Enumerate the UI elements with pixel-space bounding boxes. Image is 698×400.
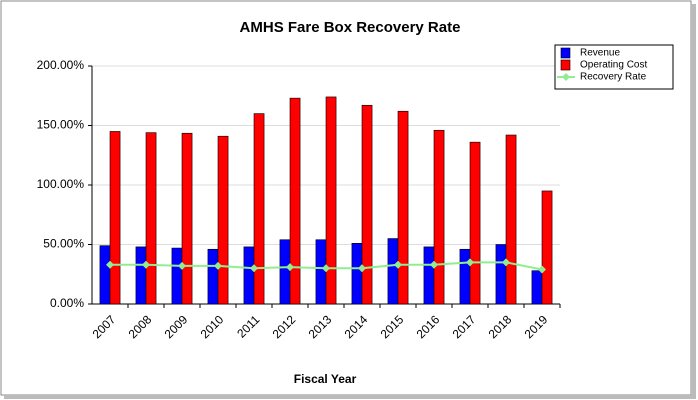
line-marker	[322, 264, 330, 273]
bar	[361, 104, 373, 305]
bar	[207, 248, 219, 305]
bar	[433, 129, 445, 305]
bar	[459, 248, 471, 305]
bar	[171, 247, 183, 305]
bar	[351, 243, 363, 305]
bar	[505, 134, 517, 305]
chart-title: AMHS Fare Box Recovery Rate	[240, 19, 461, 36]
line-marker	[502, 258, 510, 267]
legend-label: Operating Cost	[580, 60, 647, 71]
y-tick-label: 150.00%	[37, 118, 85, 132]
line-marker	[286, 263, 294, 272]
line-marker	[142, 260, 150, 269]
line-marker	[214, 261, 222, 270]
bar	[423, 246, 435, 305]
y-tick-label: 200.00%	[37, 58, 85, 72]
line-marker	[178, 261, 186, 270]
bar	[325, 96, 337, 305]
legend-label: Recovery Rate	[580, 72, 647, 83]
y-tick-label: 100.00%	[37, 177, 85, 191]
bar	[289, 97, 301, 305]
bar	[99, 245, 111, 305]
bar	[531, 270, 543, 305]
legend-box	[554, 44, 674, 90]
line-marker	[394, 260, 402, 269]
line-marker	[106, 260, 114, 269]
x-axis-label: Fiscal Year	[294, 372, 357, 386]
bar	[541, 190, 553, 305]
line-marker	[466, 258, 474, 267]
bar	[387, 238, 399, 305]
bar	[469, 141, 481, 305]
line-marker	[430, 260, 438, 269]
bar	[495, 244, 507, 305]
legend-swatch	[560, 47, 571, 59]
bar	[279, 239, 291, 305]
shadow	[691, 4, 696, 398]
bar	[315, 239, 327, 305]
legend-swatch	[560, 59, 571, 71]
bar	[217, 135, 229, 305]
bar	[243, 246, 255, 305]
legend-swatch	[562, 73, 570, 81]
line-marker	[250, 264, 258, 273]
bar	[145, 132, 157, 305]
bar	[397, 110, 409, 305]
line-marker	[358, 264, 366, 273]
bar	[181, 132, 193, 305]
bar	[253, 113, 265, 305]
legend-label: Revenue	[580, 48, 620, 59]
shadow	[4, 395, 696, 399]
bar	[109, 131, 121, 305]
y-tick-label: 0.00%	[50, 296, 84, 310]
line-marker	[538, 265, 546, 274]
y-tick-label: 50.00%	[43, 237, 84, 251]
bar	[135, 246, 147, 305]
